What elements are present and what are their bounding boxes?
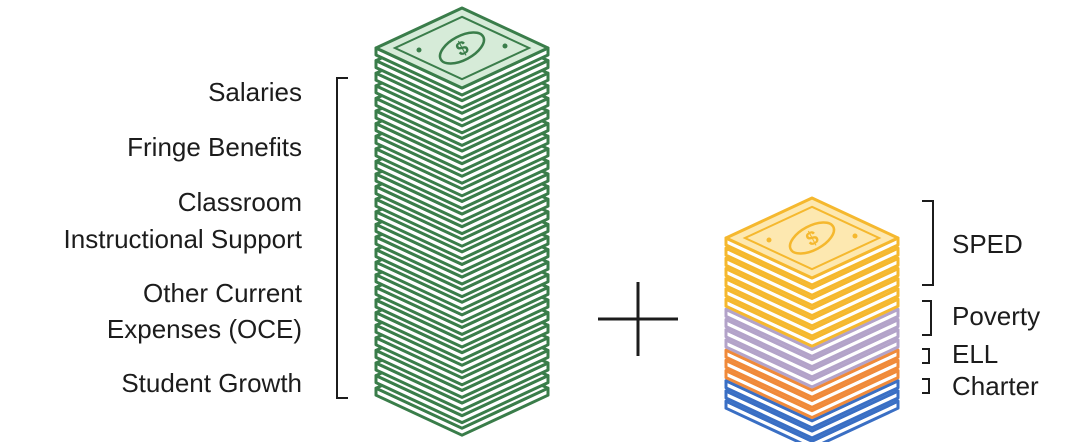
base-money-stack: $: [376, 8, 548, 435]
supplement-money-stack: $: [726, 198, 898, 442]
